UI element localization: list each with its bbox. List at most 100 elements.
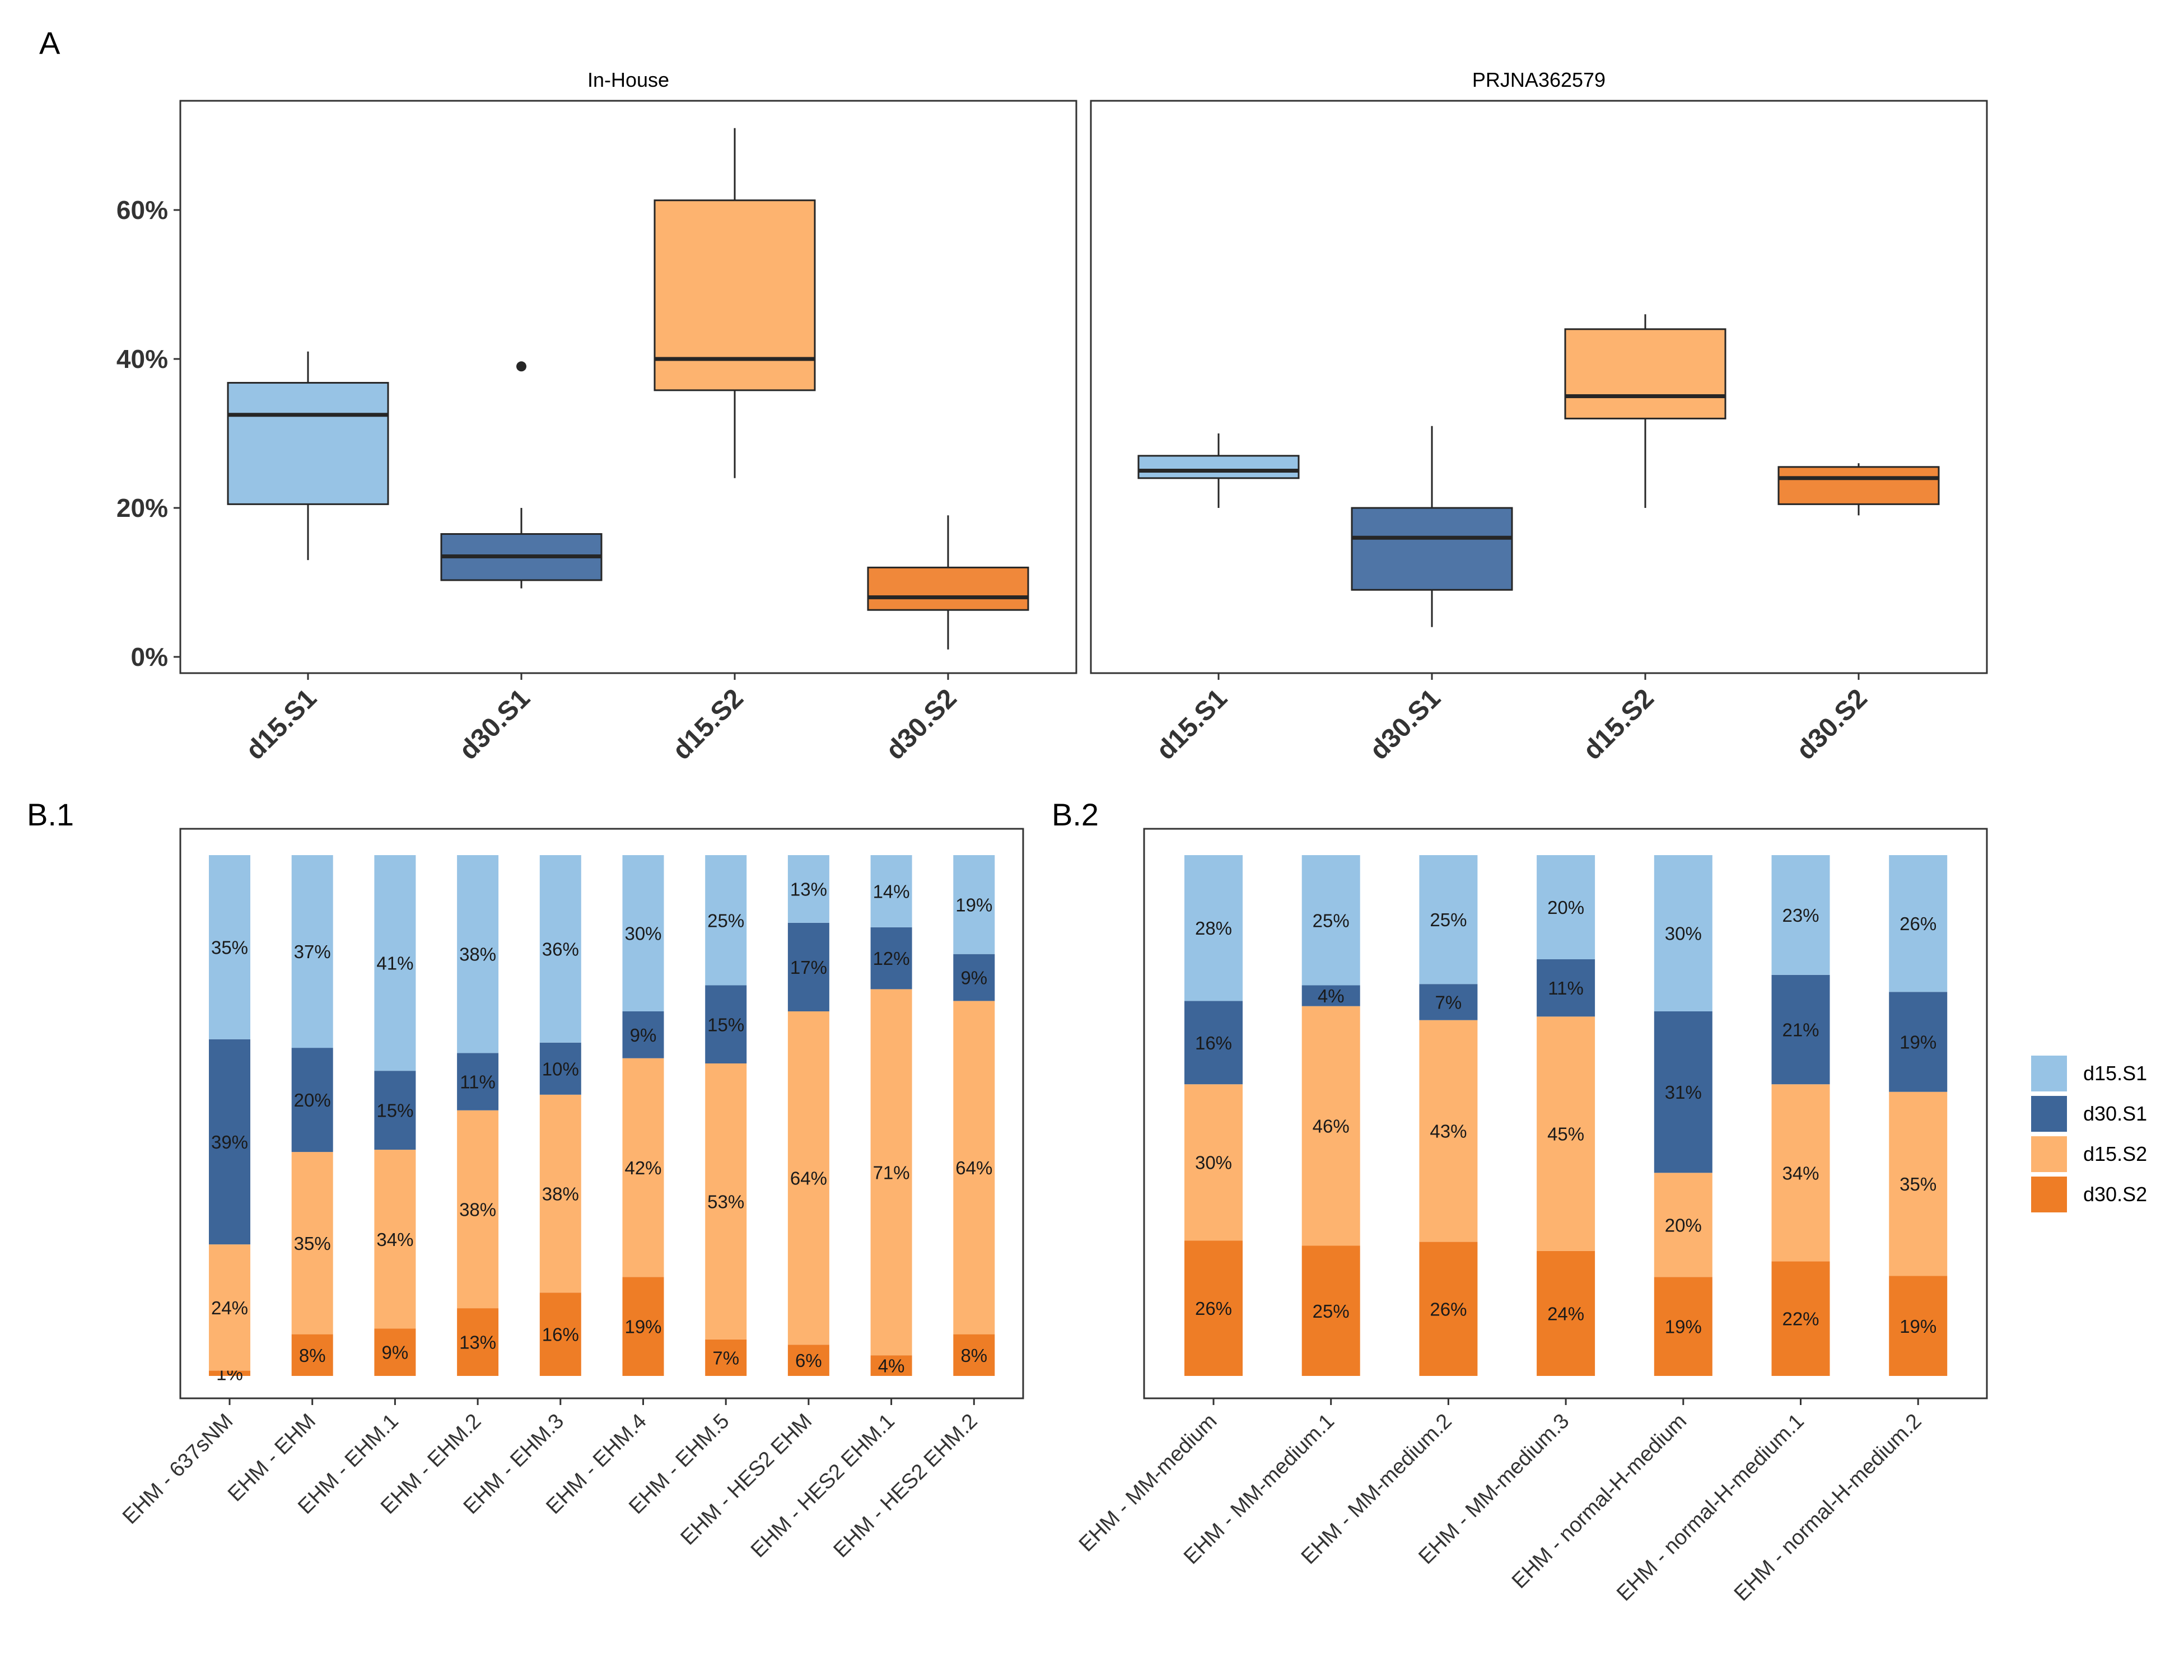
segment-label: 26%: [1195, 1298, 1232, 1319]
bar-segment-ehm-ehm-5-d15-s1: [705, 855, 747, 986]
panel-label-b2: B.2: [1052, 797, 1099, 832]
x-tick-label-prjna362579-d15-s1: d15.S1: [1151, 683, 1233, 766]
x-tick-label-prjna362579-d15-s2: d15.S2: [1578, 683, 1660, 766]
segment-label: 28%: [1195, 918, 1232, 939]
segment-label: 11%: [460, 1072, 496, 1093]
segment-label: 31%: [1665, 1082, 1702, 1103]
bar-segment-ehm-mm-medium-1-d15-s2: [1301, 1006, 1360, 1246]
panel-a-in-house-frame: [179, 100, 1077, 674]
segment-label: 17%: [790, 957, 827, 978]
segment-label: 35%: [211, 937, 248, 958]
bar-segment-ehm-normal-h-medium-d30-s1: [1654, 1011, 1712, 1173]
segment-label: 34%: [1782, 1163, 1819, 1183]
panel-b1-frame: [179, 828, 1024, 1399]
segment-label: 36%: [542, 939, 579, 959]
segment-label: 20%: [1547, 897, 1584, 918]
facet-title-in-house: In-House: [587, 68, 669, 91]
segment-label: 9%: [382, 1342, 409, 1363]
bar-segment-ehm-ehm-1-d30-s1: [374, 1071, 416, 1150]
bar-segment-ehm-mm-medium-3-d15-s1: [1537, 855, 1595, 959]
bar-segment-ehm-mm-medium-d30-s1: [1184, 1001, 1243, 1085]
bar-segment-ehm-normal-h-medium-d15-s1: [1654, 855, 1712, 1011]
bar-segment-ehm-normal-h-medium-1-d15-s2: [1771, 1084, 1830, 1262]
segment-label: 38%: [459, 1199, 496, 1220]
bar-segment-ehm-ehm-2-d30-s2: [457, 1308, 499, 1376]
bar-segment-ehm-637snm-d30-s1: [209, 1039, 250, 1245]
bar-segment-ehm-normal-h-medium-2-d30-s1: [1889, 992, 1948, 1092]
segment-label: 11%: [1548, 978, 1584, 998]
segment-label: 23%: [1782, 905, 1819, 926]
segment-label: 25%: [1313, 1301, 1350, 1322]
bar-segment-ehm-normal-h-medium-2-d15-s2: [1889, 1091, 1948, 1276]
bar-segment-ehm-ehm-d30-s1: [291, 1048, 333, 1152]
legend-label-d15-s2: d15.S2: [2083, 1142, 2147, 1165]
segment-label: 42%: [624, 1158, 661, 1178]
segment-label: 43%: [1430, 1121, 1467, 1142]
outlier-in-house-d30-s1: [516, 361, 526, 372]
bar-segment-ehm-637snm-d15-s2: [209, 1244, 250, 1371]
bar-segment-ehm-ehm-1-d30-s2: [374, 1328, 416, 1376]
segment-label: 24%: [1547, 1303, 1584, 1324]
segment-label: 8%: [299, 1345, 326, 1366]
segment-label: 16%: [1195, 1033, 1232, 1053]
bar-segment-ehm-mm-medium-3-d15-s2: [1537, 1016, 1595, 1251]
bar-segment-ehm-ehm-d15-s2: [291, 1152, 333, 1334]
segment-label: 26%: [1900, 913, 1936, 934]
segment-label: 25%: [1430, 909, 1467, 930]
segment-label: 9%: [960, 968, 987, 988]
box-prjna362579-d15-s1: [1137, 455, 1300, 479]
box-prjna362579-d30-s2: [1777, 466, 1940, 505]
bar-segment-ehm-normal-h-medium-d30-s2: [1654, 1277, 1712, 1376]
bar-segment-ehm-mm-medium-1-d30-s1: [1301, 985, 1360, 1006]
x-tick-label-in-house-d30-s1: d30.S1: [454, 683, 536, 766]
segment-label: 12%: [873, 948, 910, 969]
x-tick-label-ehm-hes2-ehm-1: EHM - HES2 EHM.1: [746, 1410, 899, 1562]
legend-swatch-d15-s1: [2031, 1056, 2067, 1091]
segment-label: 21%: [1782, 1020, 1819, 1040]
bar-segment-ehm-ehm-2-d15-s1: [457, 855, 499, 1053]
segment-label: 14%: [873, 881, 910, 902]
bar-segment-ehm-hes2-ehm-2-d15-s2: [953, 1001, 995, 1334]
bar-segment-ehm-normal-h-medium-2-d15-s1: [1889, 855, 1948, 992]
bar-segment-ehm-mm-medium-1-d30-s2: [1301, 1245, 1360, 1376]
segment-label: 25%: [1313, 910, 1350, 931]
y-tick-label: 20%: [116, 493, 168, 522]
segment-label: 13%: [459, 1332, 496, 1353]
bar-segment-ehm-normal-h-medium-1-d15-s1: [1771, 855, 1830, 975]
bar-segment-ehm-mm-medium-3-d30-s2: [1537, 1250, 1595, 1376]
box-in-house-d15-s2: [654, 199, 816, 391]
segment-label: 10%: [542, 1058, 579, 1079]
segment-label: 20%: [294, 1090, 331, 1110]
y-tick-label: 60%: [116, 195, 168, 225]
segment-label: 38%: [542, 1184, 579, 1205]
bar-segment-ehm-hes2-ehm-1-d30-s1: [870, 927, 912, 990]
segment-label: 45%: [1547, 1124, 1584, 1145]
box-prjna362579-d15-s2: [1564, 328, 1726, 419]
bar-segment-ehm-ehm-3-d30-s2: [539, 1292, 581, 1376]
bar-segment-ehm-mm-medium-2-d30-s1: [1419, 984, 1478, 1020]
bar-segment-ehm-ehm-5-d30-s1: [705, 985, 747, 1063]
segment-label: 64%: [955, 1158, 992, 1178]
segment-label: 19%: [955, 894, 992, 915]
segment-label: 16%: [542, 1324, 579, 1345]
box-in-house-d30-s2: [867, 566, 1029, 611]
segment-label: 4%: [878, 1356, 905, 1376]
segment-label: 19%: [1900, 1316, 1936, 1337]
box-prjna362579-d30-s1: [1351, 507, 1513, 591]
x-tick-label-ehm-normal-h-medium-2: EHM - normal-H-medium.2: [1730, 1410, 1926, 1606]
segment-label: 19%: [1900, 1032, 1936, 1052]
bar-segment-ehm-normal-h-medium-1-d30-s1: [1771, 974, 1830, 1085]
bar-segment-ehm-hes2-ehm-2-d15-s1: [953, 855, 995, 954]
segment-label: 41%: [376, 953, 413, 974]
bar-segment-ehm-hes2-ehm-2-d30-s2: [953, 1334, 995, 1376]
y-tick-label: 0%: [131, 642, 168, 671]
bar-segment-ehm-ehm-1-d15-s1: [374, 855, 416, 1071]
x-tick-label-prjna362579-d30-s2: d30.S2: [1791, 683, 1873, 766]
segment-label: 46%: [1313, 1116, 1350, 1137]
x-tick-label-in-house-d30-s2: d30.S2: [880, 683, 963, 766]
segment-label: 64%: [790, 1168, 827, 1189]
bar-segment-ehm-normal-h-medium-d15-s2: [1654, 1173, 1712, 1277]
bar-segment-ehm-ehm-2-d15-s2: [457, 1110, 499, 1309]
legend-swatch-d30-s2: [2031, 1177, 2067, 1212]
